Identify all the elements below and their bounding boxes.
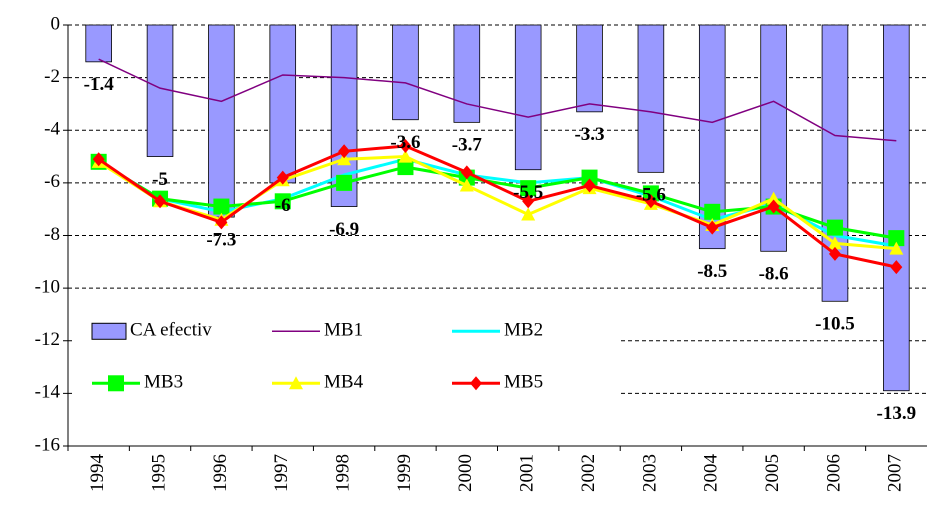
legend-label: MB3 [144, 372, 183, 393]
x-tick-label: 2001 [517, 454, 538, 492]
value-label: -5.5 [513, 182, 543, 203]
bar [208, 24, 235, 218]
marker [704, 203, 721, 220]
marker [826, 219, 843, 236]
y-tick-label: -6 [44, 171, 60, 192]
legend-label: CA efectiv [130, 320, 212, 341]
x-tick-label: 1998 [332, 454, 353, 492]
marker [459, 178, 474, 192]
marker [706, 220, 719, 235]
x-tick-label: 2003 [639, 454, 660, 492]
marker [581, 169, 598, 186]
bar [576, 24, 603, 113]
marker [397, 159, 414, 176]
x-tick-label: 1997 [271, 454, 292, 492]
marker [274, 193, 291, 210]
value-label: -3.7 [452, 135, 483, 156]
marker [336, 174, 353, 191]
marker [460, 165, 473, 180]
legend-label: MB2 [504, 320, 543, 341]
y-tick-label: -14 [35, 382, 61, 403]
value-label: -5.6 [636, 185, 666, 206]
marker [398, 149, 413, 163]
marker [276, 170, 289, 185]
marker [338, 144, 351, 159]
bar [637, 24, 665, 173]
bar [146, 24, 174, 157]
y-tick-label: -4 [44, 119, 60, 140]
value-label: -5 [152, 169, 168, 190]
marker [888, 230, 905, 247]
marker [215, 215, 228, 230]
value-label: -10.5 [815, 314, 855, 335]
value-label: -1.4 [84, 74, 115, 95]
marker [583, 178, 596, 193]
y-tick-label: 0 [51, 13, 61, 34]
x-tick-label: 1994 [87, 454, 108, 493]
line [98, 58, 897, 142]
marker [642, 185, 659, 202]
bar [453, 24, 481, 123]
x-tick-label: 1995 [148, 454, 169, 492]
marker [828, 246, 841, 261]
bar [514, 24, 542, 171]
value-label: -13.9 [877, 403, 917, 424]
value-label: -3.6 [390, 132, 420, 153]
x-tick-label: 2007 [885, 454, 906, 492]
value-label: -8.6 [759, 264, 789, 285]
legend-label: MB1 [324, 320, 363, 341]
marker [108, 375, 124, 392]
bar [760, 24, 787, 252]
marker [644, 194, 657, 209]
legend-label: MB4 [324, 372, 364, 393]
bar [392, 24, 419, 121]
bar [85, 24, 112, 63]
y-tick-label: -16 [35, 434, 60, 455]
marker [890, 260, 903, 275]
value-label: -7.3 [206, 229, 236, 250]
y-tick-label: -12 [35, 329, 60, 350]
line [97, 160, 897, 240]
y-tick-label: -2 [44, 66, 60, 87]
marker [470, 376, 482, 391]
marker [213, 198, 230, 215]
x-tick-label: 2004 [701, 454, 722, 493]
marker [827, 236, 842, 250]
x-tick-label: 1996 [210, 454, 231, 492]
value-label: -3.3 [574, 124, 604, 145]
x-tick-label: 2000 [455, 454, 476, 492]
x-tick-label: 2006 [823, 454, 844, 492]
marker [521, 207, 536, 221]
x-tick-label: 2005 [762, 454, 783, 492]
marker [889, 241, 904, 255]
marker [289, 376, 303, 390]
bar [883, 24, 910, 392]
legend-swatch [91, 322, 127, 340]
x-tick-label: 2002 [578, 454, 599, 492]
value-label: -6 [275, 195, 291, 216]
y-tick-label: -8 [44, 224, 60, 245]
marker [767, 199, 780, 214]
legend-box [74, 301, 619, 407]
bar [269, 24, 297, 184]
legend-label: MB5 [504, 372, 543, 393]
marker [520, 180, 537, 197]
value-label: -6.9 [329, 219, 359, 240]
value-label: -8.5 [697, 261, 727, 282]
y-tick-label: -10 [35, 276, 60, 297]
marker [766, 191, 781, 205]
marker [154, 194, 167, 209]
x-tick-label: 1999 [394, 454, 415, 492]
marker [337, 152, 352, 166]
marker [399, 139, 412, 154]
marker [522, 194, 535, 209]
line [97, 144, 897, 269]
marker [92, 152, 105, 167]
